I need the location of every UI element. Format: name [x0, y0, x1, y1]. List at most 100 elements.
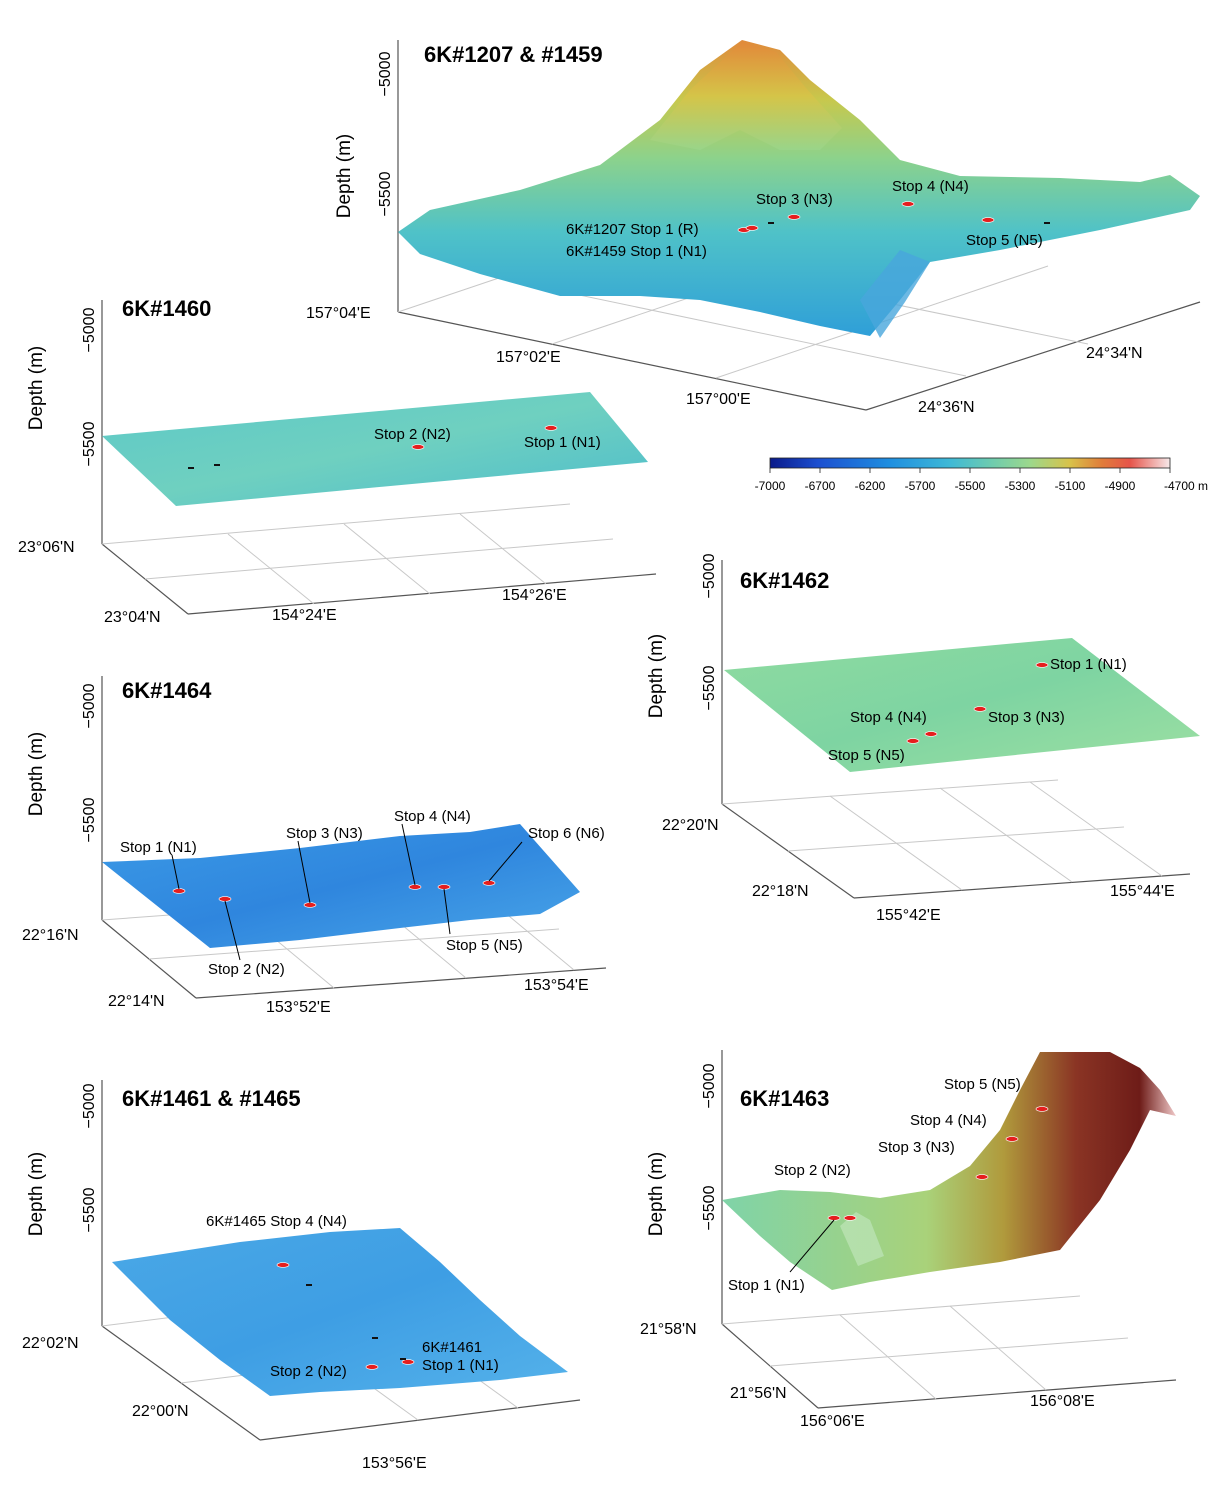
stop-label: Stop 1 (N1) [728, 1277, 805, 1294]
stop-marker [303, 902, 317, 908]
x-tick: 157°02'E [496, 349, 561, 366]
grid-line [101, 503, 571, 545]
stop-label: Stop 4 (N4) [394, 808, 471, 825]
stop-label: Stop 1 (N1) [524, 434, 601, 451]
track-marker [1044, 222, 1050, 224]
y-tick: 23°04'N [104, 609, 161, 626]
colorbar-gradient [769, 457, 1171, 469]
grid-line [148, 928, 560, 960]
z-tick: −5500 [701, 665, 718, 710]
track-marker [188, 467, 194, 469]
stop-label: Stop 3 (N3) [756, 191, 833, 208]
stop-label: Stop 5 (N5) [446, 937, 523, 954]
stop-label: Stop 3 (N3) [988, 709, 1065, 726]
stop-label: Stop 1 (N1) [1050, 656, 1127, 673]
y-tick: 22°16'N [22, 927, 79, 944]
x-axis-line [397, 311, 867, 411]
x-tick: 153°52'E [266, 999, 331, 1016]
grid-line [949, 1305, 1047, 1391]
leader-line [401, 823, 416, 886]
stop-marker [843, 1215, 857, 1221]
track-marker [306, 1284, 312, 1286]
leader-line [224, 900, 241, 961]
x-tick: 156°08'E [1030, 1393, 1095, 1410]
x-axis-line [187, 573, 657, 615]
x-tick: 156°06'E [800, 1413, 865, 1430]
x-tick: 153°56'E [362, 1455, 427, 1472]
surface-knoll [840, 1212, 884, 1266]
leader-line [171, 854, 180, 890]
grid-line [769, 1337, 1129, 1367]
surface-valley [860, 250, 930, 338]
y-tick: 22°02'N [22, 1335, 79, 1352]
colorbar-tick-label: -4700 m [1164, 479, 1208, 493]
x-axis-line [853, 873, 1191, 899]
grid-line [459, 513, 547, 585]
z-tick: −5500 [81, 1187, 98, 1232]
panel-6k1463: 6K#1463 Depth (m) −5000 −5500 21°58'N 21… [640, 1050, 1177, 1430]
colorbar-tick-label: -5500 [955, 479, 986, 493]
track-marker [400, 1358, 406, 1360]
x-axis-line [195, 967, 607, 999]
stop-marker [365, 1364, 379, 1370]
leader-line [488, 841, 523, 882]
grid-line [787, 826, 1125, 852]
surface-6k1463 [722, 1052, 1176, 1290]
colorbar-tick-label: -4900 [1105, 479, 1136, 493]
panel-title: 6K#1463 [740, 1086, 829, 1111]
z-tick: −5000 [81, 1083, 98, 1128]
stop-marker [172, 888, 186, 894]
colorbar-tick-label: -5100 [1055, 479, 1086, 493]
stop-marker [544, 425, 558, 431]
z-axis-label: Depth (m) [26, 732, 47, 816]
x-tick: 157°04'E [306, 305, 371, 322]
x-tick: 157°00'E [686, 391, 751, 408]
y-tick: 21°56'N [730, 1385, 787, 1402]
stop-label: Stop 4 (N4) [850, 709, 927, 726]
y-tick: 22°14'N [108, 993, 165, 1010]
y-tick: 22°00'N [132, 1403, 189, 1420]
stop-label: Stop 6 (N6) [528, 825, 605, 842]
panel-6k1207-1459: 6K#1207 & #1459 Depth (m) −5000 −5500 15… [306, 40, 1201, 416]
z-axis-label: Depth (m) [646, 1152, 667, 1236]
stop-label: Stop 4 (N4) [892, 178, 969, 195]
grid-line [721, 1295, 1081, 1325]
z-tick: −5000 [81, 683, 98, 728]
stop-label: Stop 5 (N5) [944, 1076, 1021, 1093]
stop-label: Stop 3 (N3) [878, 1139, 955, 1156]
grid-line [144, 538, 614, 580]
stop-marker [408, 884, 422, 890]
surface-6k1462 [724, 638, 1200, 772]
surface-6k1461 [112, 1228, 568, 1396]
x-axis-line [259, 1399, 581, 1441]
panel-6k1462: 6K#1462 Depth (m) −5000 −5500 22°20'N 22… [646, 553, 1200, 924]
grid-line [227, 533, 315, 605]
z-tick: −5000 [701, 1063, 718, 1108]
z-axis-label: Depth (m) [26, 1152, 47, 1236]
stop-marker [218, 896, 232, 902]
stop-label: Stop 2 (N2) [270, 1363, 347, 1380]
grid-line [829, 795, 963, 891]
grid-line [343, 523, 431, 595]
leader-line [789, 1219, 835, 1273]
x-tick: 154°24'E [272, 607, 337, 624]
stop-marker [276, 1262, 290, 1268]
z-tick: −5500 [81, 421, 98, 466]
stop-label: 6K#1459 Stop 1 (N1) [566, 243, 707, 260]
stop-label: Stop 2 (N2) [374, 426, 451, 443]
grid-line [1029, 781, 1163, 877]
surface-6k1207 [398, 40, 1200, 336]
stop-label: 6K#1461 [422, 1339, 482, 1356]
stop-label: 6K#1207 Stop 1 (R) [566, 221, 699, 238]
colorbar-tick-label: -6700 [805, 479, 836, 493]
stop-label: Stop 1 (N1) [120, 839, 197, 856]
leader-line [443, 888, 451, 935]
stop-label: Stop 5 (N5) [828, 747, 905, 764]
stop-marker [401, 1359, 415, 1365]
stop-marker [482, 880, 496, 886]
panel-title: 6K#1462 [740, 568, 829, 593]
grid-line [939, 787, 1073, 883]
stop-marker [924, 731, 938, 737]
stop-marker [411, 444, 425, 450]
